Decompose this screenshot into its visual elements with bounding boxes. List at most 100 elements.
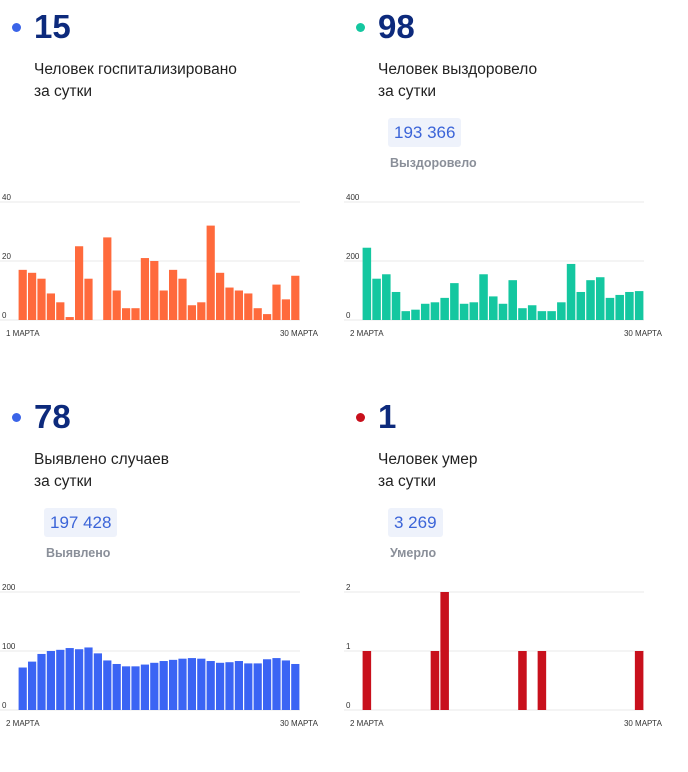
bar: [65, 317, 74, 320]
bar: [440, 592, 449, 710]
bar: [178, 278, 187, 320]
deaths-chart: 0 1 2 2 МАРТА 30 МАРТА: [344, 583, 663, 728]
bar: [634, 291, 644, 320]
bar: [46, 651, 55, 710]
bar: [84, 647, 93, 710]
bar: [401, 311, 411, 320]
bar: [150, 662, 159, 710]
bar: [566, 263, 576, 320]
y-tick-label: 0: [2, 701, 7, 710]
total-label: Умерло: [390, 546, 437, 560]
bar: [469, 302, 479, 320]
bar: [557, 302, 566, 320]
caption-line-1: Человек выздоровело: [378, 61, 538, 78]
bar: [103, 237, 112, 320]
bar: [75, 246, 84, 320]
bullet-dot: [12, 23, 21, 32]
x-start-label: 2 МАРТА: [6, 719, 40, 728]
bar: [56, 649, 65, 710]
bar: [595, 277, 605, 320]
total-badge: 193 366: [388, 118, 462, 147]
caption-line-2: за сутки: [34, 83, 93, 100]
y-tick-label: 100: [2, 642, 16, 651]
bar: [253, 308, 262, 320]
bar: [291, 275, 300, 320]
y-tick-label: 2: [346, 583, 351, 592]
bar: [187, 305, 196, 320]
bar: [216, 272, 225, 320]
panel-deaths: 1 Человек умер за сутки 3 269 Умерло 0 1 2…: [344, 390, 688, 772]
bar: [112, 290, 121, 320]
caption-line-1: Выявлено случаев: [34, 451, 169, 468]
caption: Выявлено случаев за сутки: [34, 449, 324, 493]
bar: [169, 269, 178, 320]
bar: [159, 661, 168, 710]
bar: [430, 302, 440, 320]
y-tick-label: 0: [346, 311, 351, 320]
bar: [140, 258, 149, 320]
bar: [28, 661, 37, 710]
bar: [372, 278, 381, 320]
bar: [122, 308, 131, 320]
bar: [547, 311, 556, 320]
bar: [18, 269, 27, 320]
bar: [586, 280, 595, 320]
bar: [206, 661, 215, 710]
bar: [291, 663, 300, 710]
bar: [140, 664, 149, 710]
total-label: Выявлено: [46, 546, 111, 560]
bar: [605, 297, 615, 320]
bar: [122, 666, 131, 710]
total-badge: 197 428: [44, 508, 118, 537]
bar: [206, 225, 215, 320]
hospitalized-chart: 0 20 40 1 МАРТА 30 МАРТА: [0, 193, 319, 338]
bar: [112, 663, 121, 710]
bar: [576, 291, 586, 320]
bar: [263, 659, 272, 710]
bar: [159, 290, 168, 320]
bar: [37, 278, 46, 320]
y-tick-label: 200: [2, 583, 16, 592]
y-tick-label: 0: [2, 311, 7, 320]
daily-count: 15: [34, 8, 71, 45]
bar: [625, 291, 634, 320]
y-tick-label: 20: [2, 252, 11, 261]
bar: [84, 278, 93, 320]
bar: [498, 303, 508, 320]
bar: [187, 658, 196, 710]
y-tick-label: 40: [2, 193, 11, 202]
bar: [234, 290, 243, 320]
bar: [65, 648, 74, 710]
total-label: Выздоровело: [390, 156, 477, 170]
bar: [131, 666, 140, 710]
bar: [272, 658, 281, 710]
bar: [272, 284, 281, 320]
bar: [634, 651, 644, 710]
bar: [391, 291, 401, 320]
bar: [28, 272, 37, 320]
caption: Человек госпитализировано за сутки: [34, 59, 324, 103]
recovered-chart: 0 200 400 2 МАРТА 30 МАРТА: [344, 193, 663, 338]
bar: [46, 293, 55, 320]
bar: [103, 660, 112, 710]
x-start-label: 1 МАРТА: [6, 329, 40, 338]
bar: [197, 302, 206, 320]
bar: [459, 303, 469, 320]
y-tick-label: 400: [346, 193, 360, 202]
panel-recovered: 98 Человек выздоровело за сутки 193 366 …: [344, 0, 688, 382]
caption: Человек умер за сутки: [378, 449, 668, 493]
bar: [169, 659, 178, 710]
panel-detected: 78 Выявлено случаев за сутки 197 428 Выя…: [0, 390, 344, 772]
x-end-label: 30 МАРТА: [624, 719, 663, 728]
bullet-dot: [356, 413, 365, 422]
bar: [131, 308, 140, 320]
bar: [216, 662, 225, 710]
x-end-label: 30 МАРТА: [280, 329, 319, 338]
caption-line-2: за сутки: [378, 473, 437, 490]
bar: [178, 658, 187, 710]
bar: [411, 309, 420, 320]
bar: [362, 247, 372, 320]
y-tick-label: 1: [346, 642, 351, 651]
x-start-label: 2 МАРТА: [350, 719, 384, 728]
caption-line-1: Человек умер: [378, 451, 478, 468]
